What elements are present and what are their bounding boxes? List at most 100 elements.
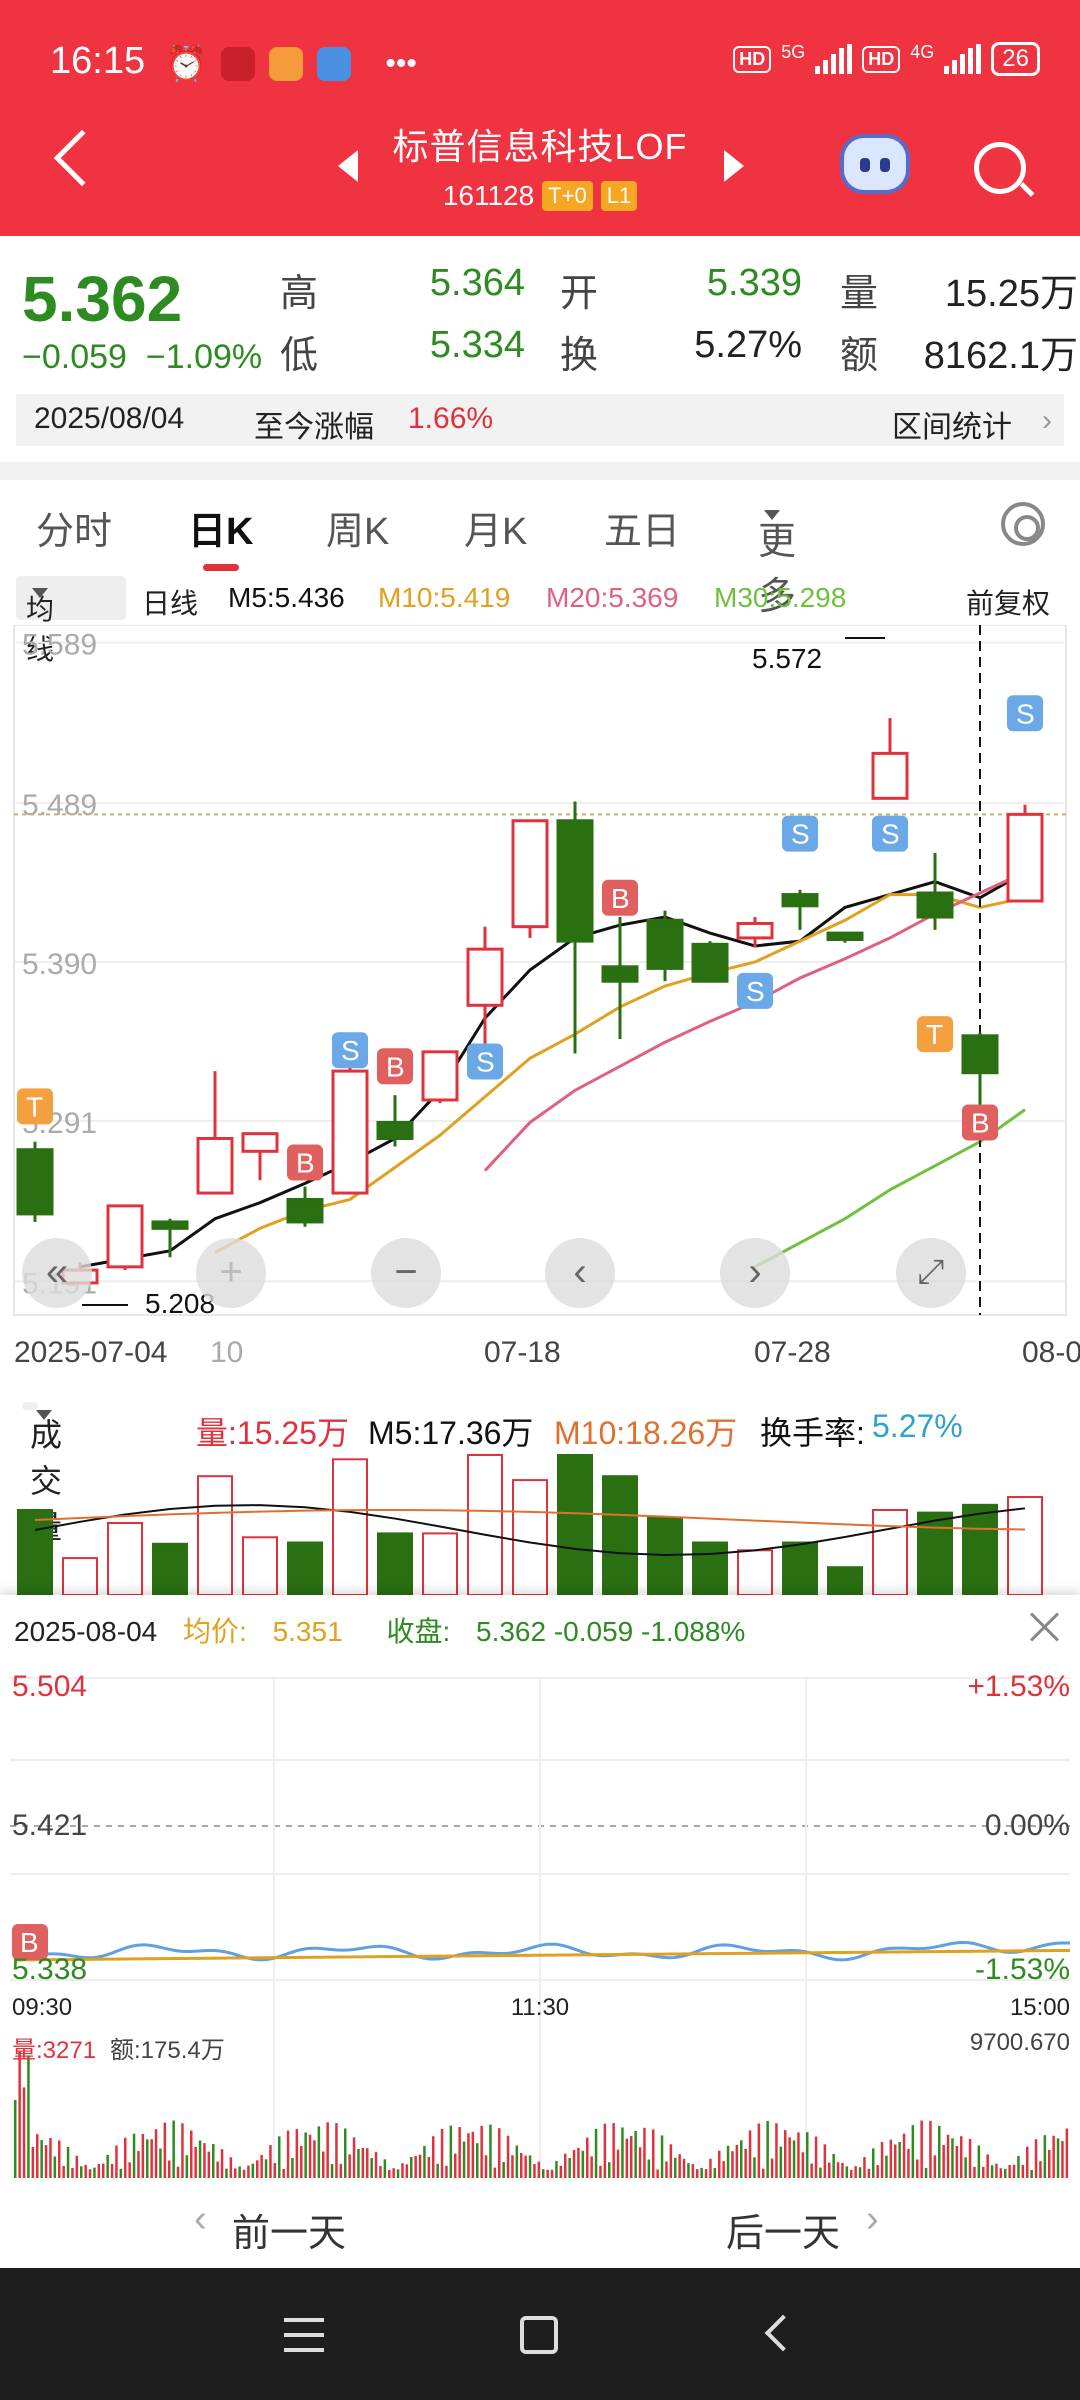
intraday-volume-bar — [436, 2163, 439, 2178]
candle — [646, 910, 684, 982]
period-tabs: 分时 日K 周K 月K 五日 更多 — [0, 490, 1080, 618]
next-day-button[interactable]: 后一天 — [726, 2213, 841, 2255]
trade-marker-box — [962, 1104, 998, 1141]
trade-marker: B — [377, 1048, 413, 1085]
intraday-volume-bar — [788, 2137, 791, 2178]
intraday-volume-bar — [115, 2145, 118, 2178]
volume-chart — [17, 1454, 1043, 1595]
stock-name: 标普信息科技LOF — [392, 126, 688, 167]
intraday-volume-bar — [476, 2143, 479, 2178]
candle — [466, 926, 504, 1078]
prev-stock-icon[interactable] — [338, 150, 358, 182]
range-stats-button[interactable]: 区间统计 — [892, 411, 1012, 444]
volume-m10: M10:18.26万 — [554, 1415, 738, 1451]
intraday-volume-bar — [238, 2166, 241, 2178]
close-icon[interactable] — [1028, 1610, 1062, 1644]
intraday-volume-bar — [792, 2140, 796, 2178]
volume-bar — [422, 1532, 458, 1595]
trade-marker-box — [872, 815, 908, 852]
home-icon[interactable] — [520, 2316, 558, 2354]
intraday-volume-bar — [814, 2136, 818, 2178]
zoom-out-far-icon[interactable]: « — [22, 1238, 92, 1308]
adjust-label[interactable]: 前复权 — [966, 588, 1051, 619]
intraday-volume-bar — [1021, 2165, 1025, 2178]
tab-weekly-k[interactable]: 周K — [326, 511, 390, 553]
intraday-volume-bar — [550, 2169, 554, 2178]
volume-dropdown[interactable]: 成交量 — [22, 1402, 62, 1545]
volume-m5: M5:17.36万 — [368, 1415, 534, 1451]
intraday-volume-bar — [326, 2122, 329, 2178]
intraday-volume-bar — [1056, 2138, 1060, 2178]
intraday-volume-bar — [542, 2169, 545, 2178]
tab-daily-k[interactable]: 日K — [188, 511, 254, 553]
intraday-volume-bar — [84, 2164, 87, 2178]
volume-ma5-line — [34, 1504, 1026, 1556]
robot-assistant-icon[interactable] — [840, 134, 910, 194]
turnover-label: 换 — [560, 335, 599, 377]
intraday-volume-bar — [625, 2138, 629, 2178]
intraday-volume-bar — [242, 2169, 246, 2178]
intraday-volume-bar — [190, 2130, 193, 2178]
tab-intraday[interactable]: 分时 — [36, 511, 113, 553]
search-icon[interactable] — [974, 142, 1026, 194]
intraday-volume-bar — [757, 2123, 761, 2178]
range-bar[interactable]: 2025/08/04 至今涨幅 1.66% 区间统计 › — [16, 394, 1064, 446]
trade-marker-letter: S — [1016, 698, 1035, 729]
trade-marker-box — [377, 1048, 413, 1085]
candle-body — [826, 931, 864, 942]
last-price: 5.362 — [22, 263, 183, 335]
intraday-volume-bar — [22, 2087, 26, 2178]
intraday-volume-bar — [1004, 2168, 1007, 2178]
volume-label: 量 — [840, 273, 879, 315]
intraday-volume-bar — [608, 2162, 611, 2178]
tab-five-day[interactable]: 五日 — [604, 511, 681, 553]
avg-price: 均价: 5.351 — [183, 1616, 361, 1647]
intraday-volume-bar — [128, 2162, 131, 2178]
intraday-volume-bar — [462, 2141, 466, 2178]
x-tick-label: 07-28 — [754, 1336, 831, 1369]
signal-icon-2 — [944, 44, 982, 74]
intraday-volume-bar — [603, 2123, 607, 2178]
intraday-volume-bar — [911, 2125, 915, 2178]
fullscreen-icon[interactable]: ⤢ — [896, 1238, 966, 1308]
intraday-volume-bar — [735, 2144, 739, 2178]
zoom-in-icon[interactable]: + — [196, 1238, 266, 1308]
more-notif-icon: ••• — [385, 47, 417, 80]
x-tick-label: 08-05 — [1022, 1336, 1080, 1369]
tab-monthly-k[interactable]: 月K — [464, 511, 528, 553]
intraday-volume-bar — [185, 2155, 189, 2178]
t0-tag: T+0 — [542, 181, 593, 211]
scroll-right-icon[interactable]: › — [720, 1238, 790, 1308]
turnover-rate-label: 换手率: — [760, 1415, 865, 1451]
candle — [241, 1132, 279, 1181]
intraday-volume-bar — [172, 2120, 175, 2178]
intraday-volume-bar — [1008, 2165, 1011, 2178]
trade-marker-letter: S — [881, 819, 900, 850]
intraday-volume-bar — [405, 2164, 409, 2178]
intraday-volume-bar — [449, 2125, 453, 2178]
intraday-volume-bar — [938, 2125, 941, 2178]
settings-icon[interactable] — [1001, 502, 1045, 546]
next-stock-icon[interactable] — [724, 150, 744, 182]
intraday-volume-bar — [1039, 2161, 1042, 2178]
hd-icon-2: HD — [862, 45, 901, 73]
intraday-volume-bar — [863, 2157, 866, 2178]
intraday-volume-bar — [40, 2140, 43, 2178]
menu-icon[interactable] — [284, 2318, 324, 2352]
stock-title: 标普信息科技LOF 161128 T+0 L1 — [0, 118, 1080, 212]
intraday-volume-bar — [960, 2136, 963, 2178]
intraday-volume-bar — [159, 2148, 162, 2178]
volume-bar — [917, 1511, 953, 1595]
intraday-volume-bar — [964, 2157, 967, 2178]
intraday-volume-bar — [731, 2151, 734, 2178]
intraday-volume-bar — [36, 2134, 39, 2178]
scroll-left-icon[interactable]: ‹ — [545, 1238, 615, 1308]
intraday-volume-bar — [93, 2167, 96, 2178]
since-label: 至今涨幅 — [254, 411, 374, 444]
zoom-out-icon[interactable]: − — [371, 1238, 441, 1308]
system-nav-bar — [0, 2268, 1080, 2400]
intraday-volume-bar — [828, 2162, 831, 2178]
prev-day-button[interactable]: 前一天 — [232, 2213, 347, 2255]
volume-bar — [737, 1549, 773, 1595]
